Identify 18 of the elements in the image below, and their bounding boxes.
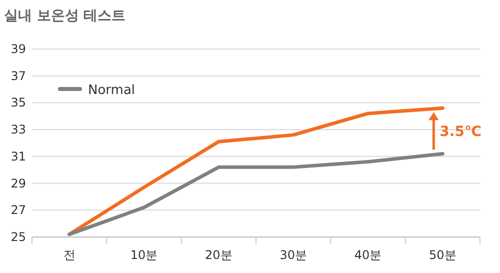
x-tick-label: 10분 — [130, 248, 158, 262]
y-tick-label: 33 — [10, 122, 26, 137]
y-tick-label: 37 — [10, 68, 26, 83]
x-tick-label: 전 — [63, 248, 76, 262]
x-tick-label: 40분 — [354, 248, 382, 262]
y-tick-label: 35 — [10, 96, 26, 110]
y-tick-label: 25 — [10, 230, 26, 244]
y-tick-label: 39 — [10, 42, 26, 56]
legend-label: Normal — [88, 83, 136, 98]
x-tick-label: 20분 — [205, 248, 232, 262]
chart-title: 실내 보온성 테스트 — [4, 8, 126, 24]
line-series — [68, 152, 444, 236]
annotation: 3.5℃ — [440, 124, 482, 140]
y-tick-label: 27 — [10, 203, 26, 218]
x-tick-label: 30분 — [280, 248, 307, 262]
y-tick-label: 29 — [10, 176, 26, 190]
y-tick-label: 31 — [10, 149, 26, 164]
x-tick-label: 50분 — [429, 248, 456, 262]
